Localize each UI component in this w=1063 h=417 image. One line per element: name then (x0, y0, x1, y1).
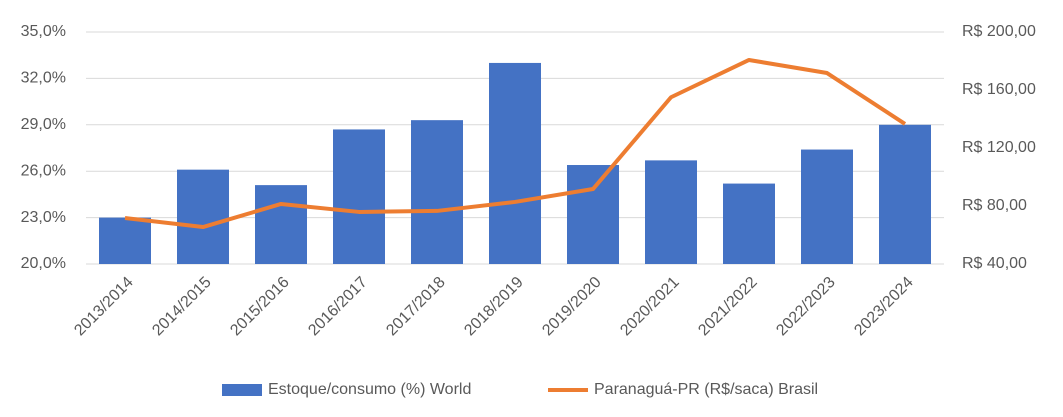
y2-tick-label: R$ 120,00 (962, 139, 1036, 156)
bar (489, 62, 541, 264)
y-tick-label: 32,0% (21, 70, 66, 87)
bar (177, 169, 229, 264)
bar (723, 183, 775, 264)
bar (99, 217, 151, 264)
x-tick-label: 2014/2015 (149, 274, 215, 340)
bar (879, 124, 931, 264)
y-tick-label: 20,0% (21, 255, 66, 272)
bar (255, 185, 307, 264)
x-tick-label: 2018/2019 (461, 274, 527, 340)
x-tick-label: 2013/2014 (71, 274, 137, 340)
x-tick-label: 2023/2024 (851, 274, 917, 340)
x-tick-label: 2017/2018 (383, 274, 449, 340)
y-tick-label: 35,0% (21, 23, 66, 40)
x-tick-label: 2020/2021 (617, 274, 683, 340)
bar (801, 149, 853, 264)
line (124, 57, 907, 230)
bar (333, 129, 385, 264)
legend-swatch (222, 384, 262, 396)
y2-tick-label: R$ 80,00 (962, 197, 1027, 214)
y2-tick-label: R$ 160,00 (962, 81, 1036, 98)
bar (411, 120, 463, 264)
legend-label: Estoque/consumo (%) World (268, 381, 471, 398)
y2-tick-label: R$ 200,00 (962, 23, 1036, 40)
y2-tick-label: R$ 40,00 (962, 255, 1027, 272)
bar (645, 160, 697, 264)
x-tick-label: 2019/2020 (539, 274, 605, 340)
x-tick-label: 2021/2022 (695, 274, 761, 340)
bar (567, 165, 619, 264)
x-tick-label: 2016/2017 (305, 274, 371, 340)
y-tick-label: 26,0% (21, 162, 66, 179)
y-tick-label: 29,0% (21, 116, 66, 133)
x-tick-label: 2022/2023 (773, 274, 839, 340)
x-tick-label: 2015/2016 (227, 274, 293, 340)
legend-label: Paranaguá-PR (R$/saca) Brasil (594, 381, 818, 398)
y-tick-label: 23,0% (21, 209, 66, 226)
